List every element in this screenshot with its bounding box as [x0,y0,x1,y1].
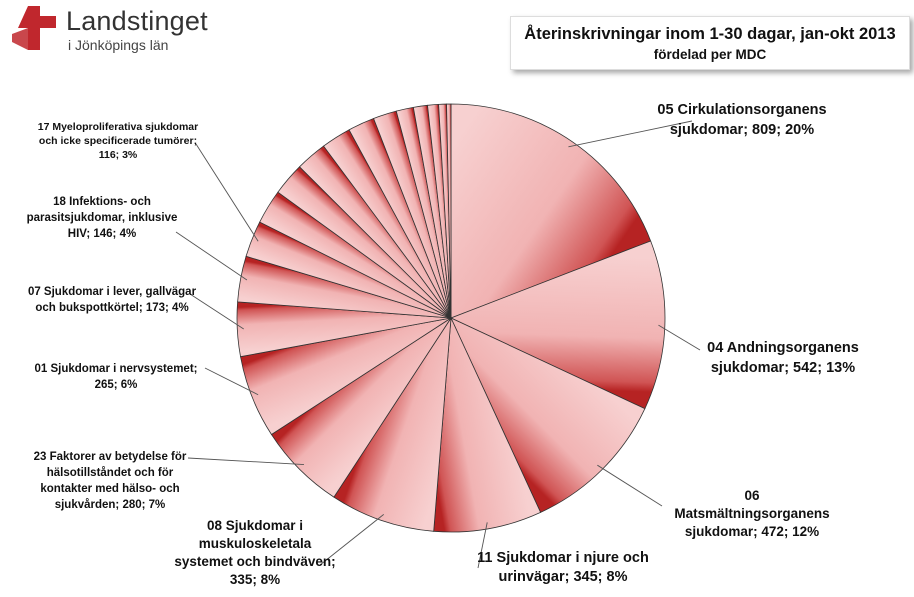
slice-label-line: Matsmältningsorganens [674,506,829,521]
logo-cross-icon [12,6,56,50]
slice-label-line: 265; 6% [95,379,138,391]
pie-slice [333,317,452,532]
slice-label: 01 Sjukdomar i nervsystemet; 265; 6% [35,363,198,391]
slice-label-line: 116; 3% [99,149,138,161]
slice-label-line: muskuloskeletala [199,536,312,551]
slice-label-line: 04 Andningsorganens [707,340,859,356]
slice-label: 07 Sjukdomar i lever, gallvägar och buksp… [28,286,197,314]
leader-line [568,120,693,148]
slice-label-line: 18 Infektions- och [53,196,151,208]
slice-label-line: hälsotillståndet och för [47,467,174,479]
slice-label: 23 Faktorer av betydelse för hälsotillstå… [34,451,187,511]
leader-line [195,143,259,242]
leader-line [658,324,701,351]
leader-line [187,457,304,465]
slice-labels: 05 Cirkulationsorganens sjukdomar; 809; 2… [27,102,859,587]
slice-label-line: HIV; 146; 4% [68,228,136,240]
leader-line [319,514,385,566]
slice-label-line: 05 Cirkulationsorganens [657,102,826,118]
chart-title: Återinskrivningar inom 1-30 dagar, jan-o… [524,25,896,43]
slice-label: 18 Infektions- och parasitsjukdomar, inkl… [27,196,178,240]
logo-subtitle: i Jönköpings län [68,37,169,53]
slice-label-line: och icke specificerade tumörer; [39,135,197,147]
slice-label-line: 335; 8% [230,572,280,587]
slice-label-line: urinvägar; 345; 8% [499,569,628,585]
leader-line [189,293,244,330]
slice-label: 04 Andningsorganens sjukdomar; 542; 13% [707,340,859,376]
slice-label: 06 Matsmältningsorganens sjukdomar; 472; 1… [674,488,829,539]
slice-label-line: sjukdomar; 809; 20% [670,122,814,138]
slice-label-line: 07 Sjukdomar i lever, gallvägar [28,286,197,298]
pie-slices [236,103,666,533]
chart-subtitle: fördelad per MDC [653,47,767,62]
logo-name: Landstinget [66,6,208,36]
pie-slice [446,103,452,319]
slice-label-line: 11 Sjukdomar i njure och [477,550,649,566]
pie-slice [449,240,666,410]
chart-title-box: Återinskrivningar inom 1-30 dagar, jan-o… [510,16,910,70]
slice-label-line: sjukdomar; 542; 13% [711,360,855,376]
leader-lines [175,120,701,569]
slice-label-line: 23 Faktorer av betydelse för [34,451,187,463]
slice-label-line: systemet och bindväven; [174,554,335,569]
slice-label-line: parasitsjukdomar, inklusive [27,212,178,224]
slice-label-line: och bukspottkörtel; 173; 4% [35,302,188,314]
slice-label-line: 17 Myeloproliferativa sjukdomar [38,121,198,133]
pie-slice [450,317,646,513]
pie-slice [433,316,542,533]
slice-label-line: 08 Sjukdomar i [207,518,303,533]
slice-label: 11 Sjukdomar i njure och urinvägar; 345; … [477,550,649,585]
pie-slice [450,103,652,319]
slice-label-line: sjukdomar; 472; 12% [685,524,819,539]
slice-label-line: kontakter med hälso- och [40,483,179,495]
logo: Landstinget i Jönköpings län [8,4,208,54]
slice-label: 17 Myeloproliferativa sjukdomar och icke … [38,121,198,161]
leader-line [175,231,248,281]
slice-label: 05 Cirkulationsorganens sjukdomar; 809; 2… [657,102,826,138]
leader-line [204,367,259,396]
leader-line [597,464,663,507]
slice-label-line: 01 Sjukdomar i nervsystemet; [35,363,198,375]
slice-label-line: sjukvården; 280; 7% [55,499,166,511]
leader-line [477,522,488,569]
slice-label-line: 06 [744,488,760,503]
slice-label: 08 Sjukdomar i muskuloskeletala systemet o… [174,518,335,587]
